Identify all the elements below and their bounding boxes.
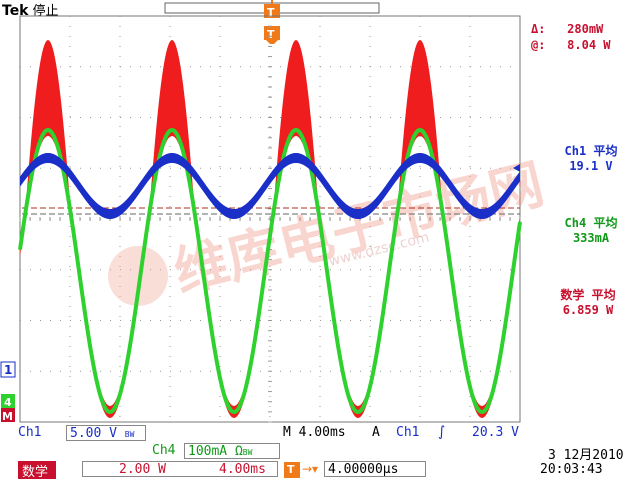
math-channel-tag[interactable]: 数学 <box>18 461 56 480</box>
math-time: 4.00ms <box>219 462 266 477</box>
cursor-delta: Δ: 280mW <box>531 22 603 36</box>
cursor-at-label: @: <box>531 38 546 52</box>
run-status: 停止 <box>32 4 59 19</box>
trigger-marker-label: T <box>267 28 275 41</box>
watermark-text: 维库电子市场网 <box>168 152 550 305</box>
trigger-arrow-icon <box>266 40 278 44</box>
ch4-scale-value: 100mA Ω <box>188 444 243 459</box>
ch1-ground-marker[interactable] <box>0 361 16 378</box>
measurement-ch4-name: Ch4 平均 <box>564 216 618 230</box>
measurement-ch4-value: 333mA <box>572 231 610 245</box>
measurement-ch1-name: Ch1 平均 <box>564 144 618 158</box>
trigger-position-icon: T <box>284 462 300 478</box>
ch4-scale[interactable]: 100mA ΩBW <box>184 443 280 459</box>
math-ground-marker[interactable] <box>1 408 15 422</box>
ch4-marker-label: 4 <box>4 396 12 409</box>
measurement-math-name: 数学 平均 <box>560 288 616 302</box>
trigger-position-marker[interactable] <box>264 4 280 18</box>
brand-text: Tek <box>2 3 29 19</box>
measurement-math: 数学 平均 6.859 W <box>540 286 636 317</box>
ch1-voltage-waveform <box>20 153 520 219</box>
timebase[interactable]: M 4.00ms <box>283 425 346 440</box>
ch4-label[interactable]: Ch4 <box>152 443 176 458</box>
rising-edge-icon: ∫ <box>438 424 446 440</box>
watermark-logo-icon <box>108 246 168 306</box>
ch1-scale[interactable]: 5.00 V BW <box>66 425 146 441</box>
math-settings[interactable]: 2.00 W 4.00ms <box>82 461 278 477</box>
ch1-marker-label: 1 <box>4 363 12 377</box>
ch4-ground-marker[interactable] <box>1 394 15 408</box>
math-scale: 2.00 W <box>119 462 166 477</box>
measurement-ch1-value: 19.1 V <box>569 159 613 173</box>
trigger-level[interactable]: 20.3 V <box>472 425 519 440</box>
horizontal-position[interactable]: 4.00000µs <box>324 461 426 477</box>
arrow-right-down-icon: →▾ <box>302 462 319 476</box>
cursor-at-value: 8.04 W <box>567 38 611 52</box>
trigger-mode[interactable]: A <box>372 425 380 440</box>
ch4-bw-limit: BW <box>242 448 253 457</box>
ch1-label[interactable]: Ch1 <box>18 425 42 440</box>
time: 20:03:43 <box>540 462 603 477</box>
measurement-ch1: Ch1 平均 19.1 V <box>546 142 636 173</box>
measurement-ch4: Ch4 平均 333mA <box>546 214 636 245</box>
math-marker-label: M <box>2 410 13 423</box>
ch4-current-waveform <box>18 127 522 415</box>
cursor-delta-value: 280mW <box>567 22 604 36</box>
cursor-delta-label: Δ: <box>531 22 546 36</box>
math-label: 数学 <box>22 465 49 480</box>
graticule <box>19 15 521 423</box>
trigger-source[interactable]: Ch1 <box>396 425 420 440</box>
trigger-position-icon-label: T <box>287 463 295 476</box>
measurement-math-value: 6.859 W <box>562 303 614 317</box>
ch1-scale-value: 5.00 V <box>70 426 117 441</box>
brand-logo: Tek 停止 <box>2 0 59 19</box>
cursor-at: @: 8.04 W <box>531 38 611 52</box>
trigger-position-label: T <box>267 6 275 19</box>
date: 3 12月2010 <box>548 448 624 463</box>
trigger-level-icon[interactable] <box>513 164 520 172</box>
ch1-bw-limit: BW <box>124 430 135 439</box>
